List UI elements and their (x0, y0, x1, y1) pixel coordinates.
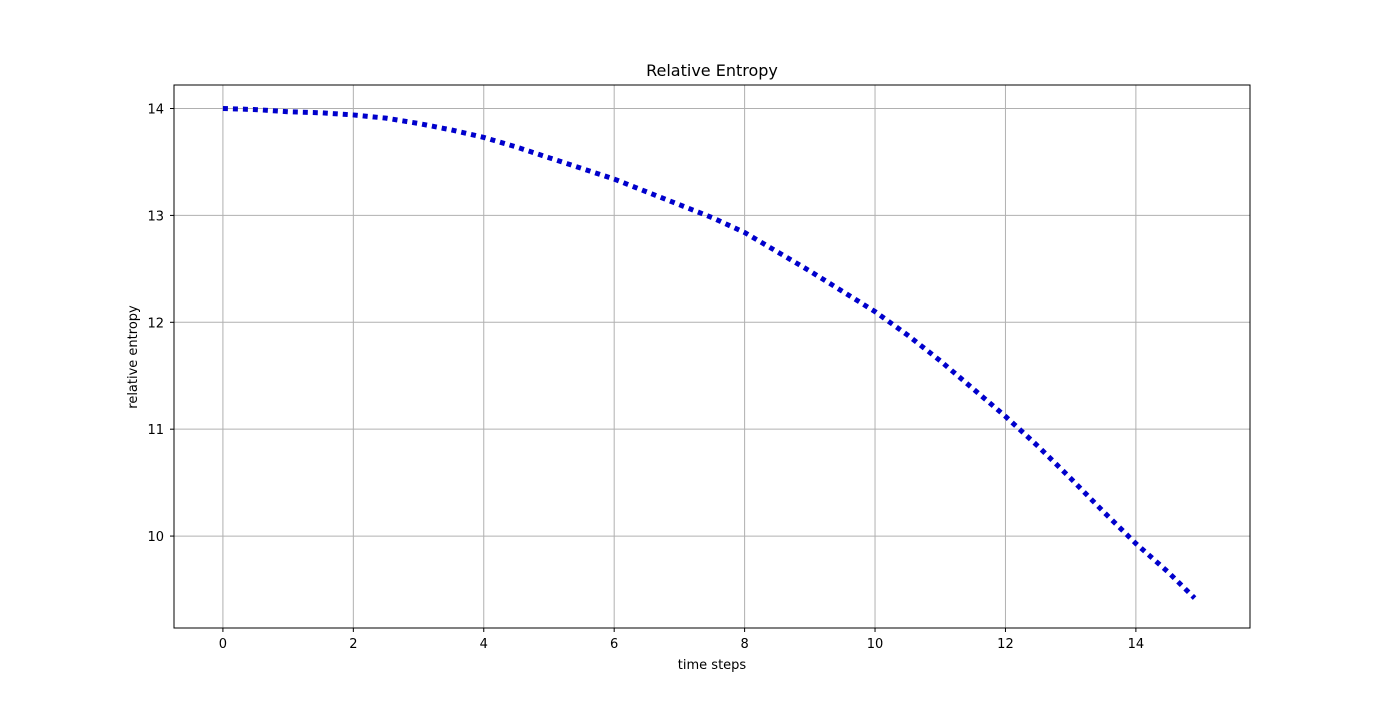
ticks: 0 2 4 6 8 10 12 14 10 11 12 13 14 (147, 103, 1144, 652)
y-tick-label: 11 (147, 423, 164, 438)
x-tick-label: 4 (480, 637, 488, 652)
grid (174, 85, 1250, 628)
y-tick-label: 14 (147, 103, 164, 118)
plot-frame (173, 84, 1251, 629)
y-tick-label: 10 (147, 530, 164, 545)
y-tick-label: 13 (147, 209, 164, 224)
y-tick-label: 12 (147, 316, 164, 331)
y-axis-label: relative entropy (126, 305, 141, 409)
x-tick-label: 2 (349, 637, 357, 652)
chart-title: Relative Entropy (646, 61, 778, 80)
x-tick-label: 10 (867, 637, 884, 652)
x-tick-label: 8 (740, 637, 748, 652)
x-tick-label: 14 (1128, 637, 1145, 652)
x-tick-label: 12 (997, 637, 1014, 652)
x-axis-label: time steps (678, 658, 747, 673)
x-tick-label: 6 (610, 637, 618, 652)
series-line (222, 106, 1197, 600)
x-tick-label: 0 (219, 637, 227, 652)
series-layer (222, 106, 1197, 600)
